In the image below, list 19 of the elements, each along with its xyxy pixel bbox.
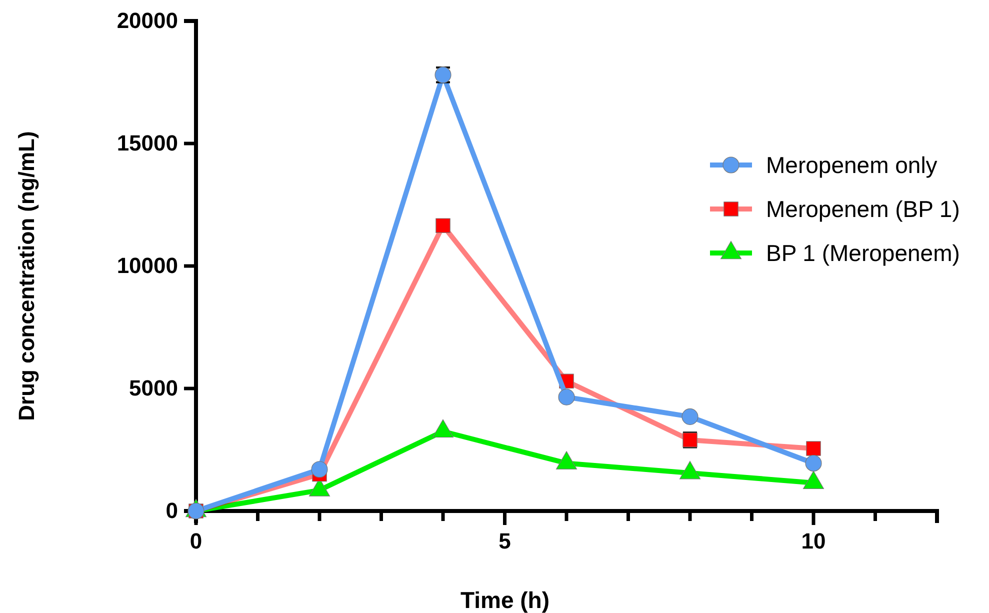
point (311, 461, 328, 478)
point (558, 388, 575, 406)
x-axis-title: Time (h) (460, 587, 550, 613)
legend-label: Meropenem (BP 1) (766, 196, 960, 222)
y-tick-label: 15000 (116, 130, 178, 156)
point (806, 441, 821, 456)
x-tick-label: 0 (190, 528, 202, 554)
y-axis-title: Drug concentration (ng/mL) (14, 131, 39, 421)
point (682, 408, 698, 425)
y-tick-label: 0 (166, 498, 178, 524)
y-tick-label: 20000 (116, 8, 178, 34)
point (436, 218, 450, 233)
legend-label: BP 1 (Meropenem) (766, 240, 960, 266)
y-tick-label: 10000 (116, 253, 178, 278)
legend-label: Meropenem only (766, 152, 938, 178)
point (805, 454, 822, 472)
y-tick-label: 5000 (129, 376, 178, 401)
x-tick-label: 10 (801, 528, 826, 554)
x-tick-label: 5 (498, 528, 511, 554)
